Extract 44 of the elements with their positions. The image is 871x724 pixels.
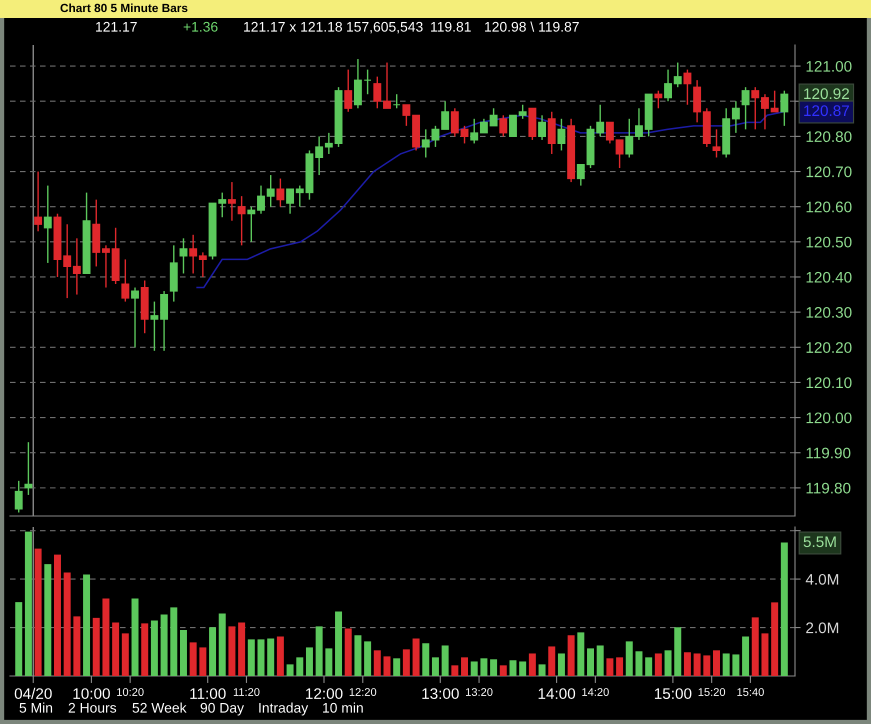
x-tick-label: 14:20 [582,688,609,696]
chart-title: Chart 80 5 Minute Bars [60,4,188,12]
y-tick-label: 119.90 [806,448,850,458]
x-tick-label: 10:00 [73,688,110,700]
x-tick-label: 04/20 [14,688,52,700]
text: 10 min [323,702,363,713]
text: 120.92 [804,88,849,100]
text: +1.36 [184,22,218,32]
text: 5.5M [804,536,836,548]
text: 121.17 x 121.18 [244,22,342,32]
x-tick-label: 15:20 [698,688,726,696]
y-tick-label: 120.30 [806,307,852,318]
text: 157,605,543 [347,22,423,34]
text: 2 Hours [68,702,116,713]
x-tick-label: 14:00 [538,688,576,700]
y-tick-label: 4.0M [806,574,838,585]
x-tick-label: 11:00 [190,688,226,700]
y-tick-label: 120.40 [806,272,852,283]
x-tick-label: 13:00 [422,688,459,700]
y-tick-label: 120.60 [806,202,852,212]
y-tick-label: 120.80 [806,131,852,142]
y-tick-label: 120.10 [806,377,852,388]
x-tick-label: 11:20 [234,688,260,696]
text: Intraday [259,702,308,716]
text: 52 Week [132,702,187,713]
x-tick-label: 15:00 [654,688,692,700]
x-tick-label: 15:40 [737,688,764,696]
text: 5 Min [20,702,52,713]
x-tick-label: 12:20 [350,688,376,696]
y-tick-label: 120.00 [806,412,852,424]
x-tick-label: 13:20 [466,688,493,696]
y-tick-label: 120.50 [806,236,852,248]
y-tick-label: 119.80 [806,482,850,494]
x-tick-label: 10:20 [117,688,144,696]
y-tick-label: 120.70 [806,166,852,178]
text: 121.17 [96,22,137,32]
x-tick-label: 12:00 [306,688,343,700]
y-tick-label: 2.0M [806,622,838,634]
text: 119.81 [431,22,471,32]
text: 120.98 \ 119.87 [485,22,579,32]
text: 120.87 [804,105,849,116]
y-tick-label: 120.20 [806,342,852,353]
y-tick-label: 121.00 [806,60,852,72]
text: 90 Day [200,702,244,716]
